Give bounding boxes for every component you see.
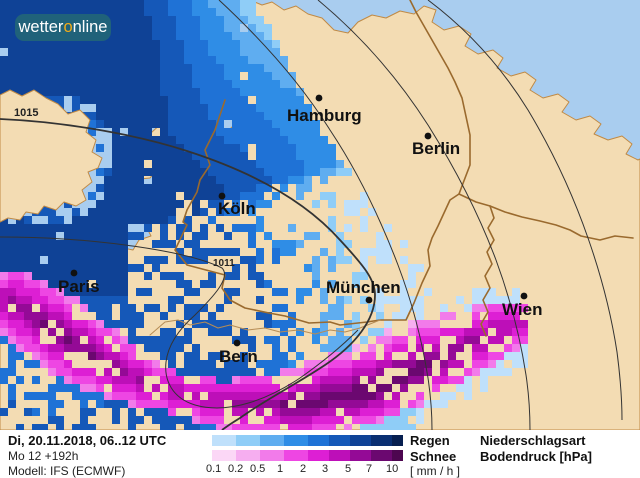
svg-text:Paris: Paris [58, 277, 100, 296]
svg-text:Wien: Wien [502, 300, 542, 319]
svg-text:1011: 1011 [213, 258, 235, 269]
svg-text:1015: 1015 [14, 107, 38, 119]
svg-text:München: München [326, 278, 401, 297]
svg-text:Hamburg: Hamburg [287, 106, 362, 125]
svg-text:Berlin: Berlin [412, 139, 460, 158]
svg-text:Köln: Köln [218, 199, 256, 218]
svg-text:Bern: Bern [219, 347, 258, 366]
